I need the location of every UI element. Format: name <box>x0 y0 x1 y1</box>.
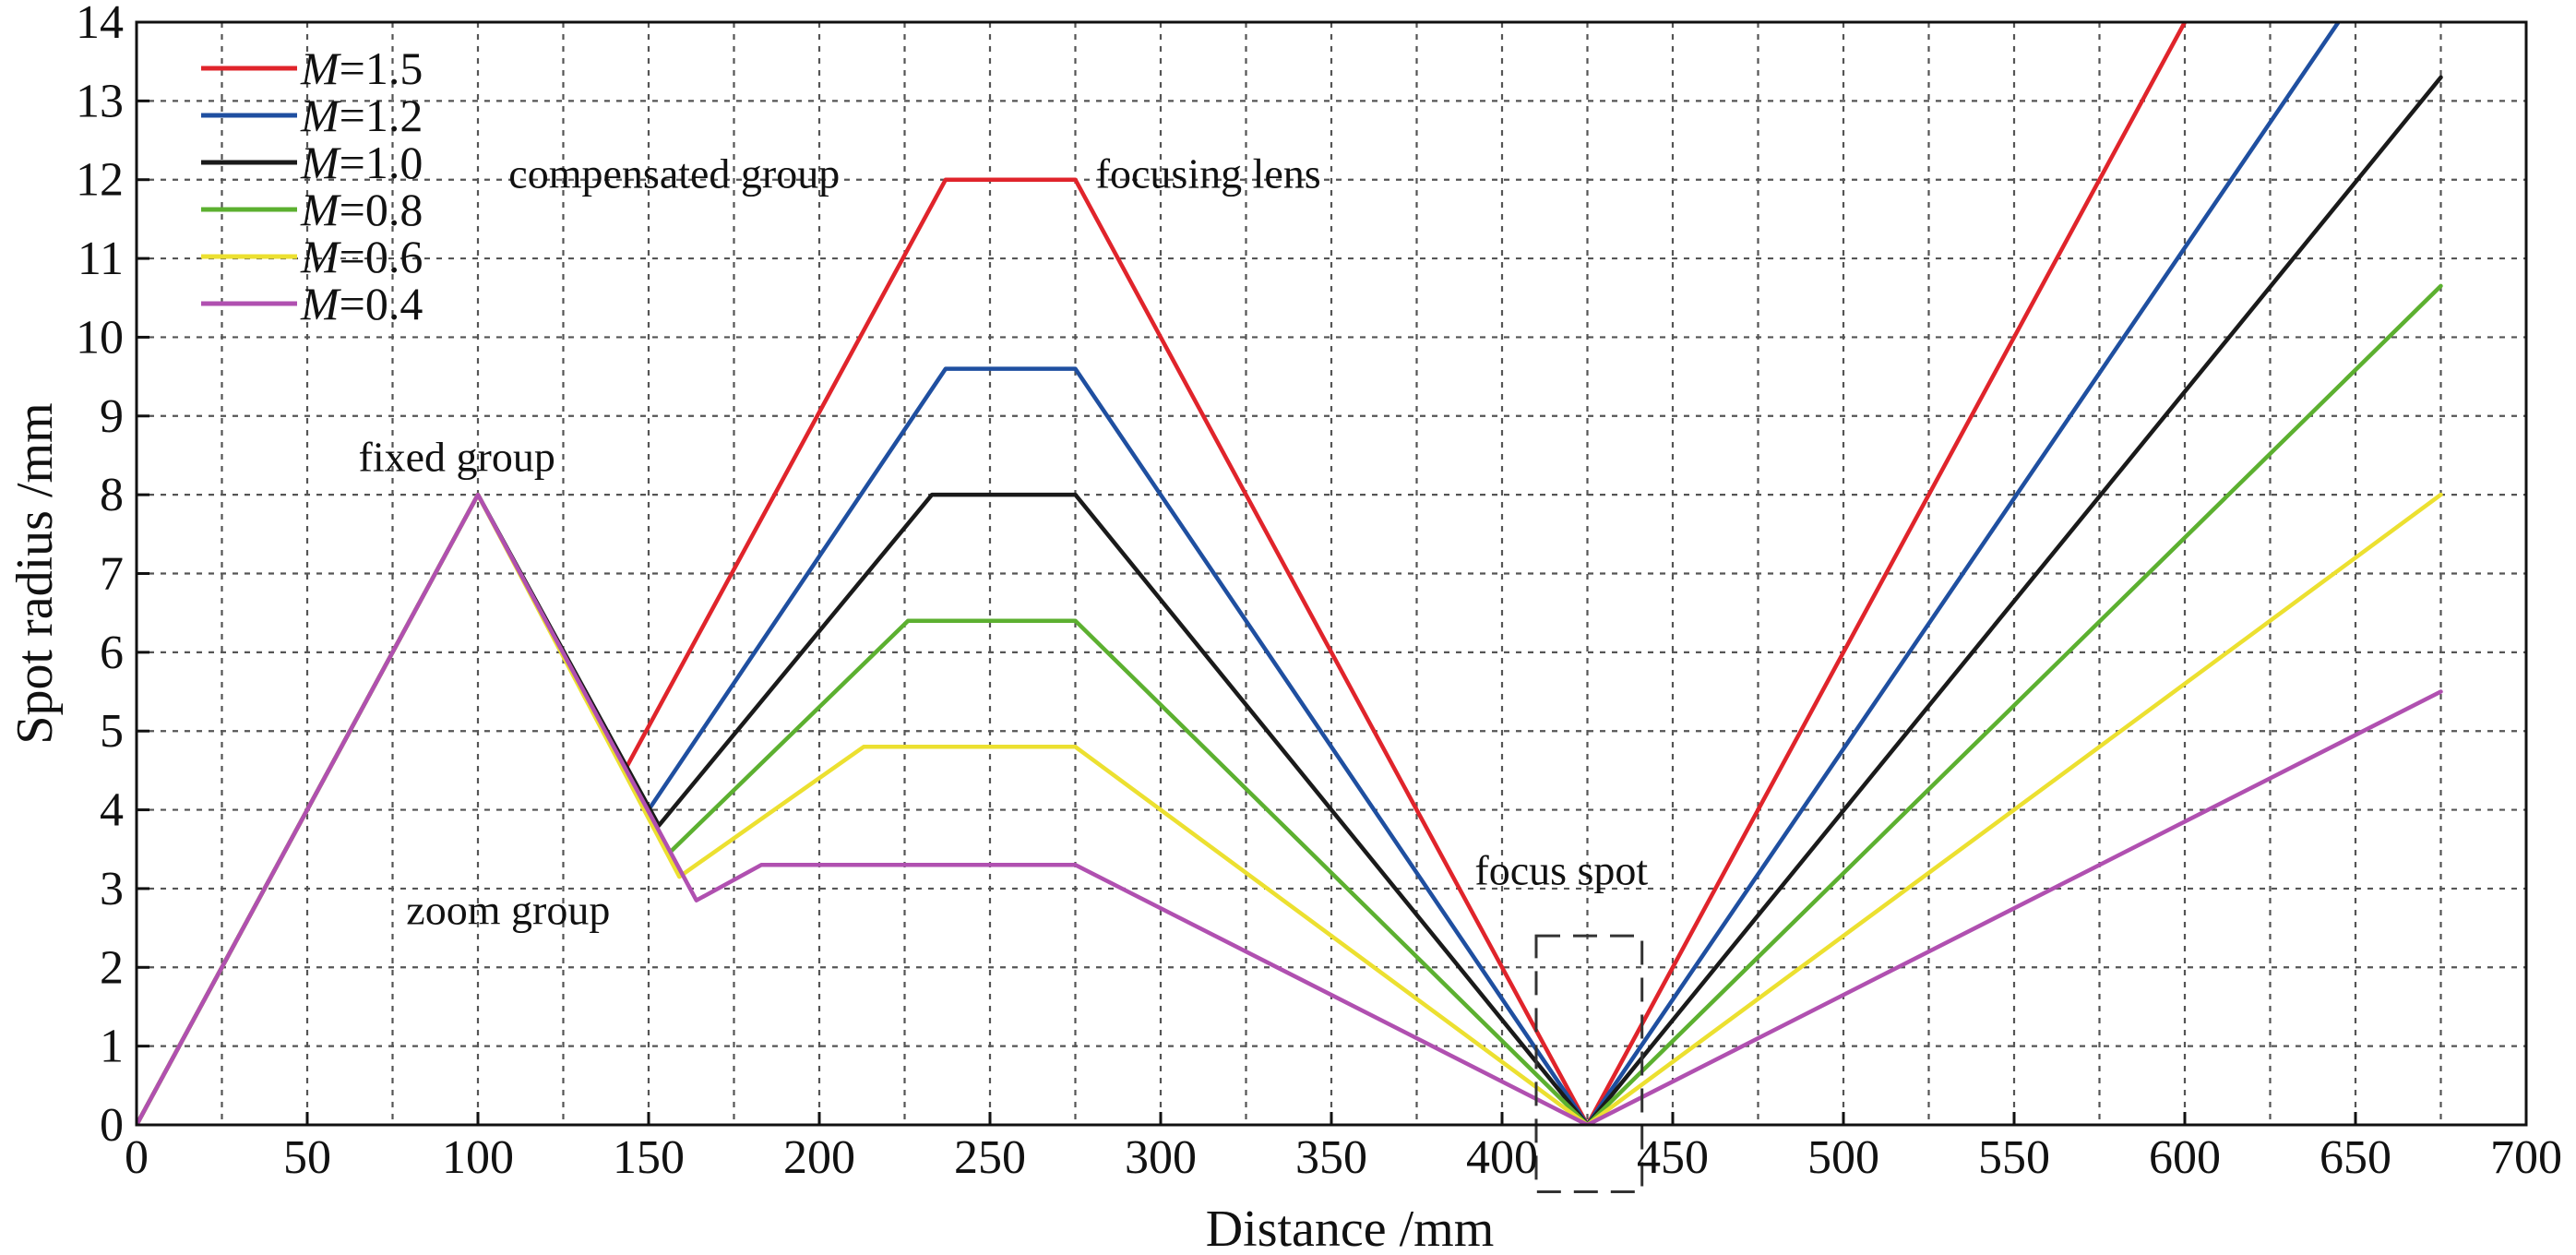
y-tick-label: 9 <box>100 390 124 443</box>
x-tick-label: 100 <box>442 1131 514 1184</box>
grid <box>137 22 2526 1125</box>
x-tick-label: 400 <box>1466 1131 1538 1184</box>
x-tick-label: 250 <box>954 1131 1026 1184</box>
y-tick-label: 0 <box>100 1099 124 1152</box>
x-tick-label: 450 <box>1637 1131 1709 1184</box>
legend-label: M=1.2 <box>300 90 423 141</box>
focus-box-group <box>1534 934 1644 1194</box>
x-tick-label: 350 <box>1295 1131 1367 1184</box>
y-tick-label: 8 <box>100 469 124 521</box>
x-tick-label: 500 <box>1807 1131 1879 1184</box>
annotation-focus-spot: focus spot <box>1474 847 1648 894</box>
x-tick-label: 150 <box>613 1131 685 1184</box>
x-tick-label: 700 <box>2490 1131 2562 1184</box>
y-tick-label: 12 <box>76 154 124 207</box>
y-tick-label: 13 <box>76 75 124 127</box>
x-tick-label: 600 <box>2149 1131 2221 1184</box>
y-tick-label: 2 <box>100 941 124 994</box>
y-tick-label: 6 <box>100 627 124 679</box>
x-tick-label: 650 <box>2320 1131 2391 1184</box>
x-tick-label: 300 <box>1125 1131 1197 1184</box>
y-tick-label: 1 <box>100 1021 124 1073</box>
legend-label: M=1.0 <box>300 137 423 188</box>
y-tick-label: 4 <box>100 784 124 837</box>
annotation-focusing-lens: focusing lens <box>1096 149 1321 197</box>
y-tick-label: 14 <box>76 0 124 49</box>
legend-label: M=0.8 <box>300 184 423 235</box>
y-tick-label: 7 <box>100 548 124 601</box>
legend-label: M=0.6 <box>300 231 423 282</box>
legend-label: M=1.5 <box>300 42 423 94</box>
axis-ticks: 0 50 100 150 200 250 300 350 400 450 500 550 600 650 7… <box>76 0 2562 1184</box>
annotations: fixed group compensated group focusing len… <box>359 149 1649 933</box>
y-tick-label: 3 <box>100 863 124 915</box>
series-line-m-0-4 <box>137 492 2443 1125</box>
y-tick-label: 11 <box>78 233 124 285</box>
annotation-zoom-group: zoom group <box>406 886 610 933</box>
series-group <box>137 22 2443 1125</box>
annotation-fixed-group: fixed group <box>359 434 555 481</box>
series-line-m-0-8 <box>137 283 2443 1125</box>
focus-spot-box <box>1534 934 1644 1194</box>
legend: M=1.5M=1.2M=1.0M=0.8M=0.6M=0.4 <box>201 42 423 329</box>
x-tick-label: 550 <box>1978 1131 2050 1184</box>
y-tick-label: 10 <box>76 311 124 364</box>
legend-label: M=0.4 <box>300 278 423 329</box>
annotation-compensated-group: compensated group <box>508 149 840 197</box>
x-tick-label: 50 <box>283 1131 331 1184</box>
x-tick-label: 0 <box>125 1131 149 1184</box>
y-axis-label: Spot radius /mm <box>6 402 64 744</box>
x-axis-label: Distance /mm <box>1206 1201 1495 1255</box>
y-tick-label: 5 <box>100 705 124 758</box>
x-tick-label: 200 <box>783 1131 855 1184</box>
